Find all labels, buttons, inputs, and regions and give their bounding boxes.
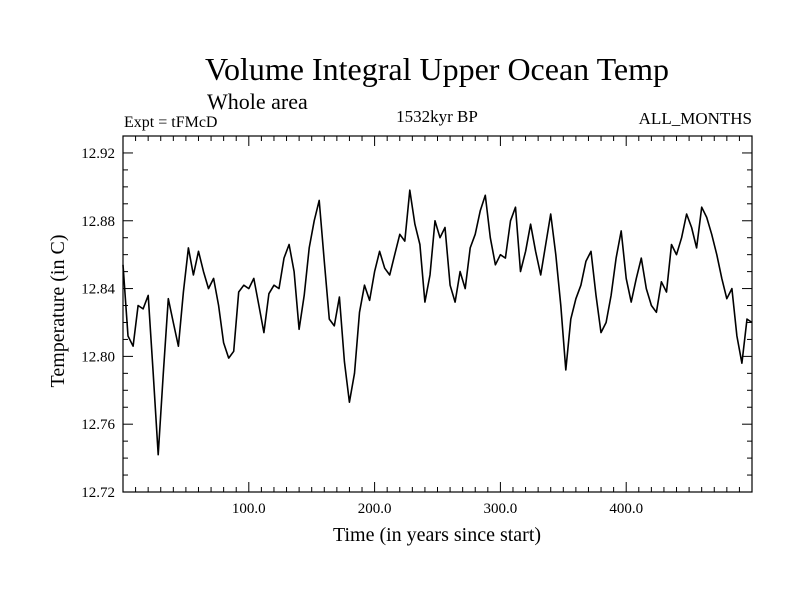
period-label: 1532kyr BP (396, 107, 478, 126)
x-tick-label: 300.0 (484, 501, 518, 517)
x-tick-label: 100.0 (232, 501, 266, 517)
y-tick-label: 12.88 (81, 214, 115, 230)
months-label: ALL_MONTHS (639, 109, 752, 128)
experiment-label: Expt = tFMcD (124, 114, 217, 131)
y-axis-ticks: 12.72 12.76 12.80 12.84 12.88 12.92 (81, 146, 752, 501)
x-tick-label: 200.0 (358, 501, 392, 517)
y-tick-label: 12.84 (81, 282, 115, 298)
series-group (122, 189, 753, 456)
y-axis-label: Temperature (in C) (47, 235, 69, 388)
x-tick-label: 400.0 (609, 501, 643, 517)
y-tick-label: 12.72 (81, 485, 115, 501)
plot-frame (122, 135, 753, 493)
series-line-temperature (122, 189, 753, 456)
chart-title: Volume Integral Upper Ocean Temp (205, 51, 669, 87)
x-axis-label: Time (in years since start) (333, 524, 541, 546)
y-tick-label: 12.80 (81, 349, 115, 365)
y-tick-label: 12.76 (81, 417, 115, 433)
y-tick-label: 12.92 (81, 146, 115, 162)
x-axis-ticks: 100.0 200.0 300.0 400.0 (232, 136, 643, 517)
axes (122, 135, 753, 493)
chart-subtitle: Whole area (207, 89, 308, 114)
